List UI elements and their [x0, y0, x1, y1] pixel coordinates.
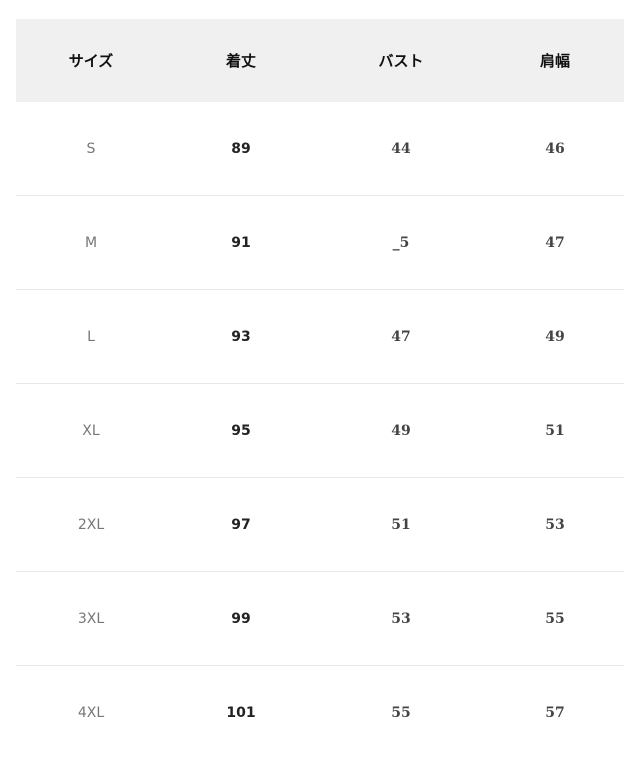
cell-shoulder: 47 [545, 234, 565, 251]
cell-size: 3XL [77, 610, 105, 627]
cell-shoulder: 55 [545, 610, 565, 627]
header-shoulder: 肩幅 [539, 52, 570, 70]
header-size: サイズ [68, 52, 114, 70]
cell-bust: 51 [391, 516, 411, 533]
cell-size: L [87, 328, 95, 345]
cell-length: 93 [231, 328, 251, 345]
cell-length: 95 [231, 422, 251, 439]
cell-size: M [84, 234, 98, 251]
table-row: 3XL 99 53 55 [16, 572, 624, 666]
cell-length: 91 [231, 234, 251, 251]
cell-bust: _5 [392, 234, 410, 251]
cell-length: 97 [231, 516, 251, 533]
size-chart-table: サイズ 着丈 バスト 肩幅 S 89 44 46 M 91 _5 47 L 93 47 49 XL 95 4… [16, 19, 624, 759]
cell-length: 89 [231, 140, 251, 157]
cell-shoulder: 46 [545, 140, 565, 157]
table-row: L 93 47 49 [16, 290, 624, 384]
cell-length: 101 [226, 704, 256, 721]
cell-shoulder: 51 [545, 422, 565, 439]
table-row: 4XL 101 55 57 [16, 666, 624, 759]
cell-shoulder: 57 [545, 704, 565, 721]
cell-shoulder: 53 [545, 516, 565, 533]
table-row: M 91 _5 47 [16, 196, 624, 290]
cell-size: S [86, 140, 96, 157]
table-row: 2XL 97 51 53 [16, 478, 624, 572]
cell-shoulder: 49 [545, 328, 565, 345]
table-row: S 89 44 46 [16, 102, 624, 196]
cell-bust: 44 [391, 140, 411, 157]
cell-bust: 47 [391, 328, 411, 345]
cell-bust: 53 [391, 610, 411, 627]
cell-size: XL [82, 422, 100, 439]
cell-size: 4XL [77, 704, 105, 721]
table-row: XL 95 49 51 [16, 384, 624, 478]
cell-size: 2XL [77, 516, 105, 533]
header-length: 着丈 [225, 52, 256, 70]
cell-bust: 49 [391, 422, 411, 439]
cell-bust: 55 [391, 704, 411, 721]
header-bust: バスト [378, 52, 424, 70]
cell-length: 99 [231, 610, 251, 627]
table-header: サイズ 着丈 バスト 肩幅 [16, 19, 624, 102]
